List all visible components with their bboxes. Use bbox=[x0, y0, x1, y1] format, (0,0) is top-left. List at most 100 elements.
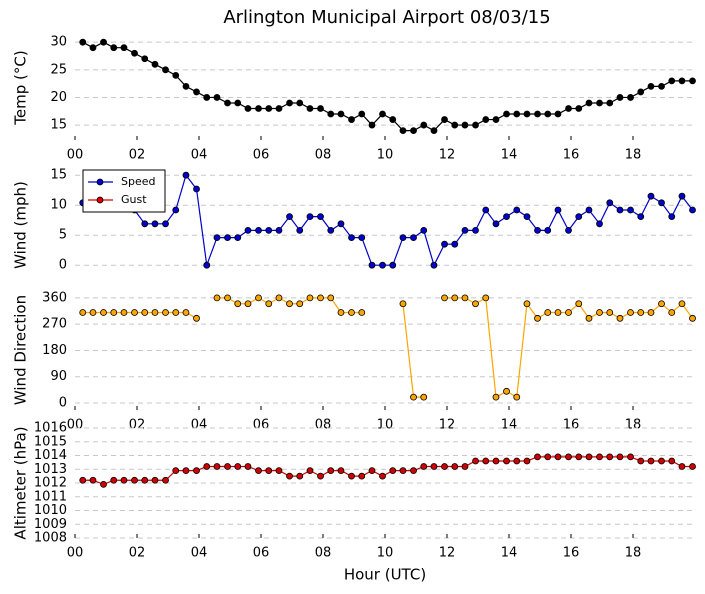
data-point bbox=[234, 300, 242, 308]
x-tick-label: 04 bbox=[191, 418, 208, 433]
y-tick-label: 15 bbox=[50, 118, 67, 133]
data-point bbox=[678, 192, 686, 200]
x-tick-label: 12 bbox=[439, 546, 456, 561]
y-tick-label: 1015 bbox=[34, 434, 67, 449]
data-point bbox=[451, 240, 459, 248]
data-point bbox=[554, 309, 562, 316]
x-tick-label: 16 bbox=[563, 418, 580, 433]
x-tick-label: 14 bbox=[501, 546, 518, 561]
data-point bbox=[627, 94, 634, 101]
x-tick-label: 02 bbox=[129, 148, 146, 163]
data-point bbox=[689, 206, 696, 214]
data-point bbox=[89, 309, 97, 316]
x-tick-label: 06 bbox=[253, 148, 270, 163]
y-tick-label: 1008 bbox=[34, 531, 67, 546]
data-point bbox=[513, 110, 521, 118]
x-tick-label: 08 bbox=[315, 148, 332, 163]
data-point bbox=[275, 105, 283, 112]
data-point bbox=[554, 110, 562, 118]
x-tick-label: 10 bbox=[377, 418, 394, 433]
data-point bbox=[389, 116, 397, 123]
data-point bbox=[399, 300, 407, 308]
data-point bbox=[141, 220, 149, 228]
data-point bbox=[234, 234, 242, 242]
data-point bbox=[265, 467, 273, 475]
data-point bbox=[224, 99, 231, 107]
data-point bbox=[131, 309, 138, 316]
x-tick-label: 16 bbox=[563, 546, 580, 561]
y-tick-label: 360 bbox=[42, 290, 67, 305]
data-point bbox=[658, 300, 665, 308]
data-point bbox=[296, 472, 304, 480]
data-point bbox=[647, 82, 655, 90]
data-point bbox=[286, 99, 293, 107]
data-point bbox=[286, 213, 293, 221]
y-axis-label: Wind Direction bbox=[12, 295, 30, 405]
data-point bbox=[224, 234, 231, 242]
data-point bbox=[203, 261, 211, 269]
data-point bbox=[492, 457, 500, 465]
data-point bbox=[616, 94, 624, 101]
data-point bbox=[234, 99, 242, 107]
data-point bbox=[255, 294, 262, 302]
data-point bbox=[441, 294, 448, 302]
data-point bbox=[430, 261, 438, 269]
data-point bbox=[327, 110, 335, 118]
data-point bbox=[162, 476, 169, 484]
data-point bbox=[410, 393, 417, 401]
data-point bbox=[513, 206, 521, 214]
x-tick-label: 14 bbox=[501, 148, 518, 163]
data-point bbox=[482, 294, 490, 302]
data-point bbox=[368, 261, 376, 269]
data-point bbox=[482, 116, 490, 123]
data-point bbox=[647, 192, 655, 200]
y-axis-label: Temp (°C) bbox=[12, 50, 30, 125]
data-point bbox=[337, 309, 345, 316]
data-point bbox=[234, 463, 242, 470]
x-tick-label: 18 bbox=[625, 418, 642, 433]
data-point bbox=[151, 309, 159, 316]
data-point bbox=[182, 171, 190, 179]
data-point bbox=[492, 220, 500, 228]
data-point bbox=[596, 220, 603, 228]
data-point bbox=[368, 121, 376, 129]
y-axis-label: Altimeter (hPa) bbox=[12, 426, 30, 539]
x-tick-label: 16 bbox=[563, 148, 580, 163]
data-point bbox=[668, 77, 676, 85]
data-point bbox=[585, 99, 593, 107]
data-point bbox=[317, 105, 324, 112]
data-point bbox=[503, 457, 510, 465]
data-point bbox=[89, 476, 97, 484]
data-point bbox=[544, 453, 552, 461]
data-point bbox=[182, 82, 190, 90]
data-point bbox=[244, 300, 252, 308]
x-tick-label: 06 bbox=[253, 418, 270, 433]
data-point bbox=[389, 261, 397, 269]
data-point bbox=[120, 44, 128, 52]
data-point bbox=[389, 467, 397, 475]
data-point bbox=[616, 453, 624, 461]
data-point bbox=[503, 110, 510, 118]
data-point bbox=[244, 226, 252, 234]
data-point bbox=[379, 261, 386, 269]
data-point bbox=[627, 453, 634, 461]
data-point bbox=[482, 206, 490, 214]
x-tick-label: 00 bbox=[67, 148, 84, 163]
data-point bbox=[678, 300, 686, 308]
legend-box bbox=[82, 169, 166, 213]
data-point bbox=[606, 199, 614, 207]
data-point bbox=[534, 110, 541, 118]
data-point bbox=[182, 467, 190, 475]
data-point bbox=[193, 314, 200, 322]
data-point bbox=[616, 314, 624, 322]
x-tick-label: 00 bbox=[67, 418, 84, 433]
data-point bbox=[503, 387, 510, 395]
data-point bbox=[523, 457, 531, 465]
data-point bbox=[244, 105, 252, 112]
data-point bbox=[606, 99, 614, 107]
data-point bbox=[100, 480, 107, 488]
data-point bbox=[451, 463, 459, 470]
data-point bbox=[162, 220, 169, 228]
data-point bbox=[678, 463, 686, 470]
data-point bbox=[296, 300, 304, 308]
